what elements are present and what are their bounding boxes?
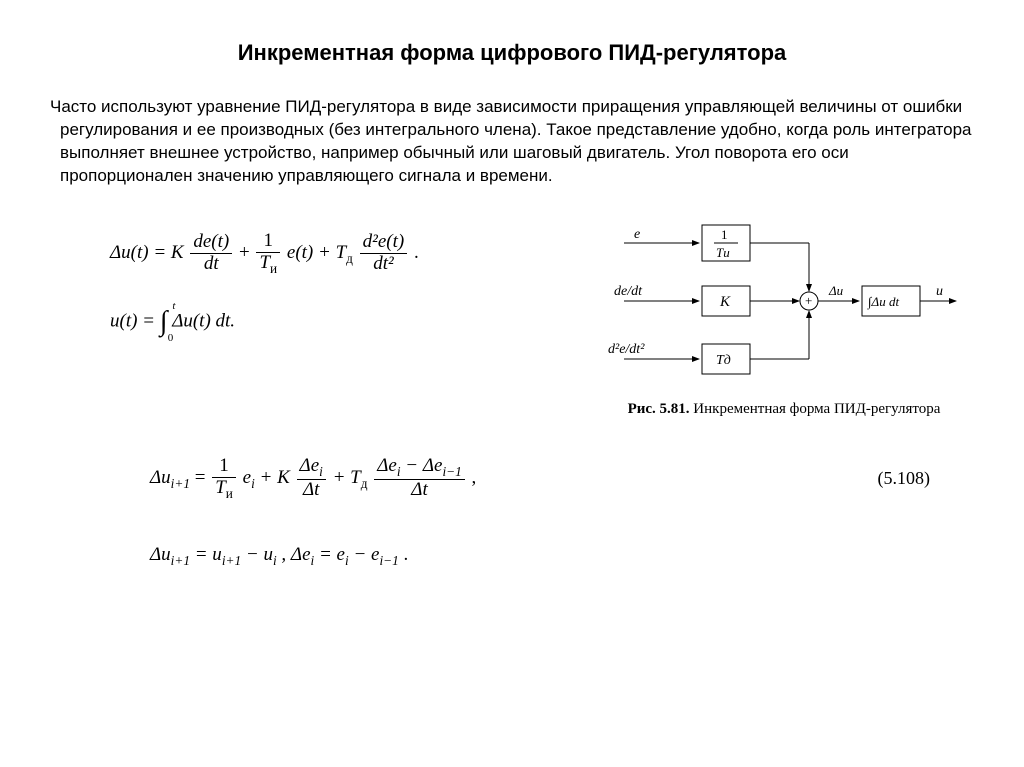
equation-2: u(t) = ∫ t 0 Δu(t) dt.	[110, 306, 564, 338]
svg-text:K: K	[719, 294, 731, 310]
svg-text:∫Δu dt: ∫Δu dt	[867, 294, 899, 310]
label-dedt: de/dt	[614, 284, 643, 299]
intro-paragraph: Часто используют уравнение ПИД-регулятор…	[50, 96, 974, 188]
svg-text:Δu: Δu	[828, 283, 844, 298]
block-diagram: e 1 Tи de/dt K d²e/dt² Tд + Δ	[594, 213, 964, 388]
label-e: e	[634, 227, 640, 242]
svg-text:Tи: Tи	[716, 245, 730, 260]
bottom-equations: Δui+1 = 1Tи ei + K ΔeiΔt + Tд Δei − Δei−…	[50, 438, 974, 569]
page-title: Инкрементная форма цифрового ПИД-регулят…	[50, 40, 974, 66]
diagram-caption: Рис. 5.81. Инкрементная форма ПИД-регуля…	[594, 401, 974, 418]
equation-4: Δui+1 = ui+1 − ui , Δei = ei − ei−1 .	[150, 544, 974, 569]
equations-left: Δu(t) = K de(t)dt + 1Tи e(t) + Tд d²e(t)…	[50, 213, 564, 356]
equation-1: Δu(t) = K de(t)dt + 1Tи e(t) + Tд d²e(t)…	[110, 231, 564, 276]
svg-text:1: 1	[721, 227, 728, 242]
svg-text:u: u	[936, 284, 943, 299]
equation-number: (5.108)	[878, 468, 931, 489]
label-d2edt2: d²e/dt²	[608, 342, 645, 357]
svg-text:+: +	[805, 293, 812, 308]
svg-text:Tд: Tд	[716, 353, 731, 368]
equation-3: Δui+1 = 1Tи ei + K ΔeiΔt + Tд Δei − Δei−…	[150, 456, 476, 501]
diagram-area: e 1 Tи de/dt K d²e/dt² Tд + Δ	[594, 213, 974, 418]
content-row: Δu(t) = K de(t)dt + 1Tи e(t) + Tд d²e(t)…	[50, 213, 974, 418]
equation-3-row: Δui+1 = 1Tи ei + K ΔeiΔt + Tд Δei − Δei−…	[150, 438, 930, 519]
